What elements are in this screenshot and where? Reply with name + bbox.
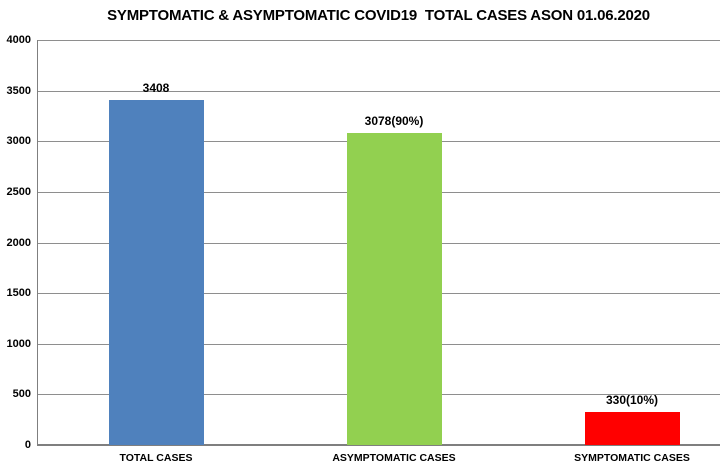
bar-symptomatic-cases — [584, 411, 680, 445]
gridline-0 — [37, 444, 720, 446]
y-tick-label-1000: 1000 — [6, 337, 31, 350]
y-tick-label-1500: 1500 — [6, 287, 31, 300]
y-tick-label-2000: 2000 — [6, 236, 31, 249]
gridline-4000 — [37, 40, 720, 41]
gridline-3500 — [37, 91, 720, 92]
data-label-symptomatic-cases: 330(10%) — [605, 392, 659, 407]
y-tick-label-3500: 3500 — [6, 84, 31, 97]
y-tick-label-4000: 4000 — [6, 34, 31, 46]
y-tick-label-2500: 2500 — [6, 185, 31, 198]
category-label-total-cases: TOTAL CASES — [119, 452, 193, 464]
bar-asymptomatic-cases — [346, 133, 442, 445]
data-label-asymptomatic-cases: 3078(90%) — [364, 114, 424, 129]
y-tick-label-500: 500 — [12, 388, 31, 401]
category-label-symptomatic-cases: SYMPTOMATIC CASES — [574, 452, 690, 464]
y-tick-label-3000: 3000 — [6, 135, 31, 148]
bar-total-cases — [108, 99, 204, 445]
y-axis-line — [37, 40, 38, 446]
data-label-total-cases: 3408 — [142, 80, 170, 95]
y-tick-label-0: 0 — [24, 439, 31, 451]
y-axis-tick-labels: 0 500 1000 1500 2000 2500 3000 3500 4000 — [0, 34, 32, 451]
plot-area: 3408 3078(90%) 330(10%) — [37, 40, 720, 446]
category-label-asymptomatic-cases: ASYMPTOMATIC CASES — [332, 452, 456, 464]
chart-title: SYMPTOMATIC & ASYMPTOMATIC COVID19 TOTAL… — [107, 7, 650, 24]
